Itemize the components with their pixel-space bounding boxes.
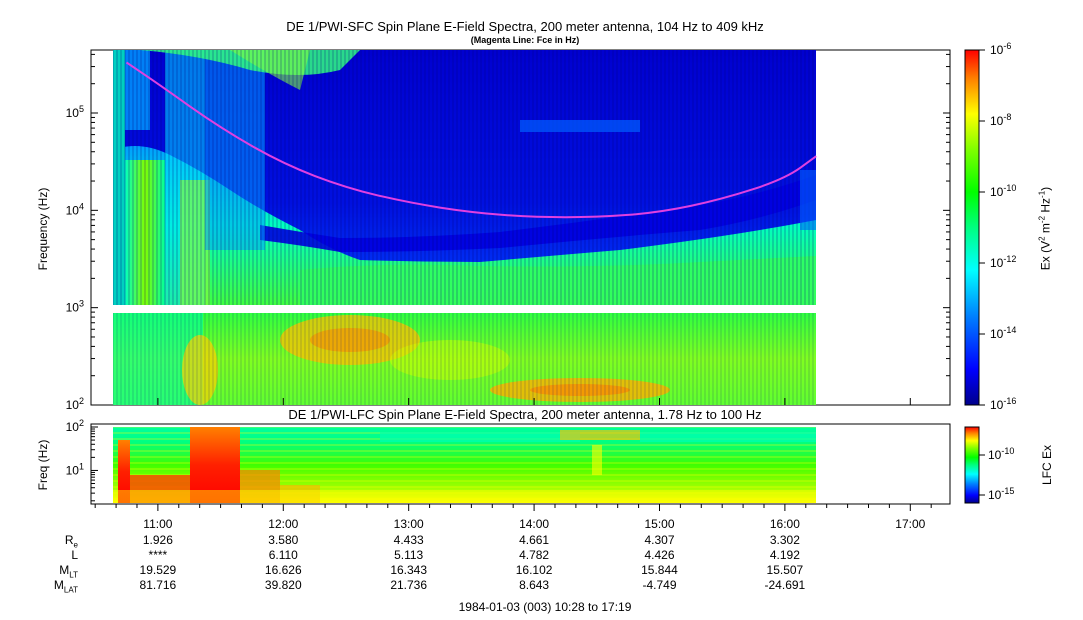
ephemeris-value: 15.844 (641, 563, 678, 577)
sfc-colorbar-ticks: 10-6 10-8 10-10 10-12 10-14 10-16 (979, 41, 1016, 412)
ephemeris-row-label: Re (64, 533, 78, 550)
lfc-colorbar (964, 426, 980, 504)
time-tick-label: 12:00 (268, 517, 298, 531)
time-axis: 11:00 12:00 13:00 14:00 15:00 16:00 17:00 (94, 398, 932, 531)
ephemeris-value: 4.661 (519, 533, 550, 547)
ephemeris-value: 16.102 (515, 563, 553, 577)
lfc-spectrogram (113, 427, 816, 503)
lfc-tick-label: 101 (66, 461, 84, 477)
ephemeris-value: 1.926 (142, 533, 173, 547)
sfc-colorbar (964, 49, 980, 406)
ephemeris-row-label: MLAT (53, 578, 78, 595)
sfc-subtitle: (Magenta Line: Fce in Hz) (470, 35, 580, 45)
lfc-tick-label: 102 (66, 418, 84, 434)
time-tick-label: 13:00 (394, 517, 424, 531)
ephemeris-value: 19.529 (139, 563, 177, 577)
ephemeris-row-label: MLT (59, 563, 78, 580)
lfc-colorbar-ticks: 10-10 10-15 (979, 446, 1014, 502)
ephemeris-value: 4.433 (393, 533, 424, 547)
sfc-colorbar-tick-label: 10-14 (990, 325, 1016, 341)
time-tick-label: 17:00 (895, 517, 925, 531)
lfc-y-axis: 101 102 (66, 418, 98, 502)
lfc-colorbar-tick-label: 10-15 (988, 486, 1014, 502)
ephemeris-value: 15.507 (766, 563, 804, 577)
ephemeris-value: 16.626 (264, 563, 302, 577)
sfc-spectrogram-lower (113, 313, 816, 405)
sfc-colorbar-tick-label: 10-16 (990, 396, 1016, 412)
sfc-colorbar-tick-label: 10-10 (990, 183, 1016, 199)
ephemeris-value: 21.736 (390, 578, 428, 592)
ephemeris-value: 16.343 (390, 563, 428, 577)
sfc-tick-label: 105 (66, 104, 84, 120)
sfc-tick-label: 103 (66, 299, 84, 315)
ephemeris-value: -4.749 (642, 578, 677, 592)
sfc-spectrogram-upper (113, 50, 816, 305)
ephemeris-value: 4.426 (644, 548, 675, 562)
ephemeris-value: **** (148, 548, 168, 562)
sfc-y-axis: 102 103 104 105 (66, 53, 950, 412)
ephemeris-value: 81.716 (139, 578, 177, 592)
lfc-title: DE 1/PWI-LFC Spin Plane E-Field Spectra,… (288, 407, 762, 422)
sfc-title: DE 1/PWI-SFC Spin Plane E-Field Spectra,… (286, 19, 764, 34)
ephemeris-value: 3.302 (769, 533, 800, 547)
ephemeris-value: -24.691 (764, 578, 806, 592)
sfc-colorbar-tick-label: 10-12 (990, 254, 1016, 270)
ephemeris-value: 4.782 (519, 548, 550, 562)
time-tick-label: 16:00 (770, 517, 800, 531)
time-range-footer: 1984-01-03 (003) 10:28 to 17:19 (458, 600, 632, 614)
ephemeris-value: 4.192 (769, 548, 800, 562)
ephemeris-value: 3.580 (268, 533, 299, 547)
ephemeris-value: 6.110 (268, 548, 298, 562)
lfc-colorbar-tick-label: 10-10 (988, 446, 1014, 462)
time-tick-label: 14:00 (519, 517, 549, 531)
ephemeris-value: 4.307 (644, 533, 675, 547)
ephemeris-value: 39.820 (264, 578, 302, 592)
sfc-colorbar-tick-label: 10-8 (990, 112, 1011, 128)
ephemeris-value: 5.113 (394, 548, 424, 562)
ephemeris-value: 8.643 (519, 578, 550, 592)
ephemeris-row-label: L (71, 548, 78, 562)
sfc-colorbar-tick-label: 10-6 (990, 41, 1011, 57)
sfc-tick-label: 102 (66, 396, 84, 412)
sfc-tick-label: 104 (66, 201, 84, 217)
time-tick-label: 11:00 (143, 517, 172, 531)
fce-line (125, 61, 817, 219)
time-tick-label: 15:00 (644, 517, 674, 531)
